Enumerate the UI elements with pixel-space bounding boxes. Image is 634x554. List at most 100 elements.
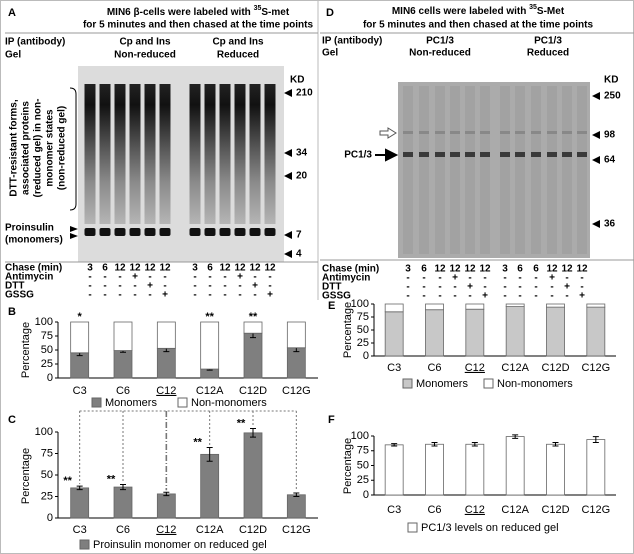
- condition-cell: -: [453, 282, 456, 293]
- condition-cell: -: [550, 291, 553, 302]
- condition-cell: 12: [129, 263, 141, 274]
- error-bar: [293, 492, 300, 497]
- y-tick-label: 75: [357, 311, 369, 323]
- condition-label: GSSG: [5, 290, 34, 301]
- gel-lane: [249, 84, 261, 224]
- bar: [243, 332, 263, 379]
- condition-cell: -: [88, 290, 91, 301]
- x-tick-label: C12D: [239, 524, 267, 536]
- x-tick-label: C12: [156, 385, 176, 397]
- title-text: S-Met: [537, 6, 565, 17]
- gel-band: [234, 228, 246, 236]
- bar: [113, 486, 133, 519]
- condition-cell: -: [518, 273, 521, 284]
- condition-cell: 3: [192, 263, 198, 274]
- y-tick-label: 100: [351, 430, 369, 442]
- condition-cell: -: [88, 281, 91, 292]
- legend-swatch: [483, 378, 494, 389]
- kd-arrow: [592, 92, 600, 100]
- condition-cell: +: [467, 282, 473, 293]
- condition-cell: 12: [159, 263, 171, 274]
- row-label: IP (antibody): [5, 37, 65, 48]
- condition-cell: +: [482, 291, 488, 302]
- bar: [586, 439, 606, 496]
- condition-cell: 12: [434, 264, 446, 275]
- condition-cell: 12: [479, 264, 491, 275]
- y-tick-label: 50: [357, 459, 369, 471]
- condition-cell: +: [564, 282, 570, 293]
- gel-band: [419, 152, 429, 157]
- condition-cell: 6: [207, 263, 213, 274]
- bar: [200, 321, 220, 370]
- kd-marker: 98: [604, 130, 616, 141]
- y-axis-label: Percentage: [20, 448, 32, 504]
- gel-band: [249, 228, 261, 236]
- error-bar: [206, 446, 213, 462]
- row-label: IP (antibody): [322, 36, 382, 47]
- side-label: (reduced gel) in non-: [33, 99, 44, 198]
- bar: [384, 444, 404, 496]
- condition-cell: -: [238, 290, 241, 301]
- title-text: MIN6 β-cells were labeled with: [107, 7, 254, 18]
- error-bar: [592, 436, 599, 443]
- error-bar: [163, 491, 170, 497]
- y-axis-label: Percentage: [342, 302, 354, 358]
- y-tick-label: 25: [357, 474, 369, 486]
- kd-marker: 4: [296, 249, 302, 260]
- row-label: Gel: [5, 50, 21, 61]
- kd-marker: 36: [604, 219, 616, 230]
- band-arrow: [70, 233, 78, 239]
- bar: [505, 306, 525, 357]
- bar: [586, 303, 606, 308]
- x-tick-label: C12D: [541, 504, 569, 516]
- gel-band: [531, 131, 541, 134]
- row-label: Gel: [322, 48, 338, 59]
- bar: [384, 311, 404, 357]
- kd-marker: 20: [296, 171, 308, 182]
- condition-cell: -: [438, 273, 441, 284]
- gel-lane: [450, 86, 460, 254]
- kd-arrow: [592, 156, 600, 164]
- x-tick-label: C12: [465, 504, 485, 516]
- condition-label: Chase (min): [5, 263, 62, 274]
- gel-band: [84, 228, 96, 236]
- condition-cell: -: [133, 290, 136, 301]
- condition-cell: -: [422, 291, 425, 302]
- x-tick-label: C3: [73, 385, 87, 397]
- gel-value: Non-reduced: [114, 50, 176, 61]
- x-tick-label: C3: [387, 504, 401, 516]
- kd-arrow: [284, 172, 292, 180]
- x-tick-label: C12G: [581, 504, 610, 516]
- bar: [425, 309, 444, 357]
- panel-letter: A: [8, 7, 16, 19]
- band-arrow: [375, 148, 399, 162]
- panel-letter: D: [326, 7, 334, 19]
- gel-band: [204, 228, 216, 236]
- condition-cell: +: [237, 272, 243, 283]
- condition-cell: -: [223, 290, 226, 301]
- condition-cell: -: [193, 272, 196, 283]
- kd-label: KD: [604, 75, 618, 86]
- kd-arrow: [284, 89, 292, 97]
- condition-cell: -: [483, 282, 486, 293]
- condition-cell: -: [268, 281, 271, 292]
- condition-cell: -: [565, 291, 568, 302]
- condition-cell: 12: [264, 263, 276, 274]
- gel-lane: [435, 86, 445, 254]
- x-tick-label: C12A: [501, 504, 529, 516]
- condition-cell: -: [208, 290, 211, 301]
- title-text: S-met: [261, 7, 289, 18]
- y-axis-label: Percentage: [342, 438, 354, 494]
- condition-cell: -: [468, 273, 471, 284]
- significance: **: [107, 473, 116, 485]
- gel-band: [547, 131, 557, 134]
- gel-band: [465, 131, 475, 134]
- legend-label: Non-monomers: [191, 397, 267, 409]
- title-text: MIN6 cells were labeled with: [392, 6, 529, 17]
- condition-cell: -: [208, 281, 211, 292]
- significance: **: [249, 311, 258, 323]
- bar: [425, 443, 444, 496]
- bar: [546, 303, 565, 308]
- gel-lane: [264, 84, 276, 224]
- gel-band: [577, 131, 587, 134]
